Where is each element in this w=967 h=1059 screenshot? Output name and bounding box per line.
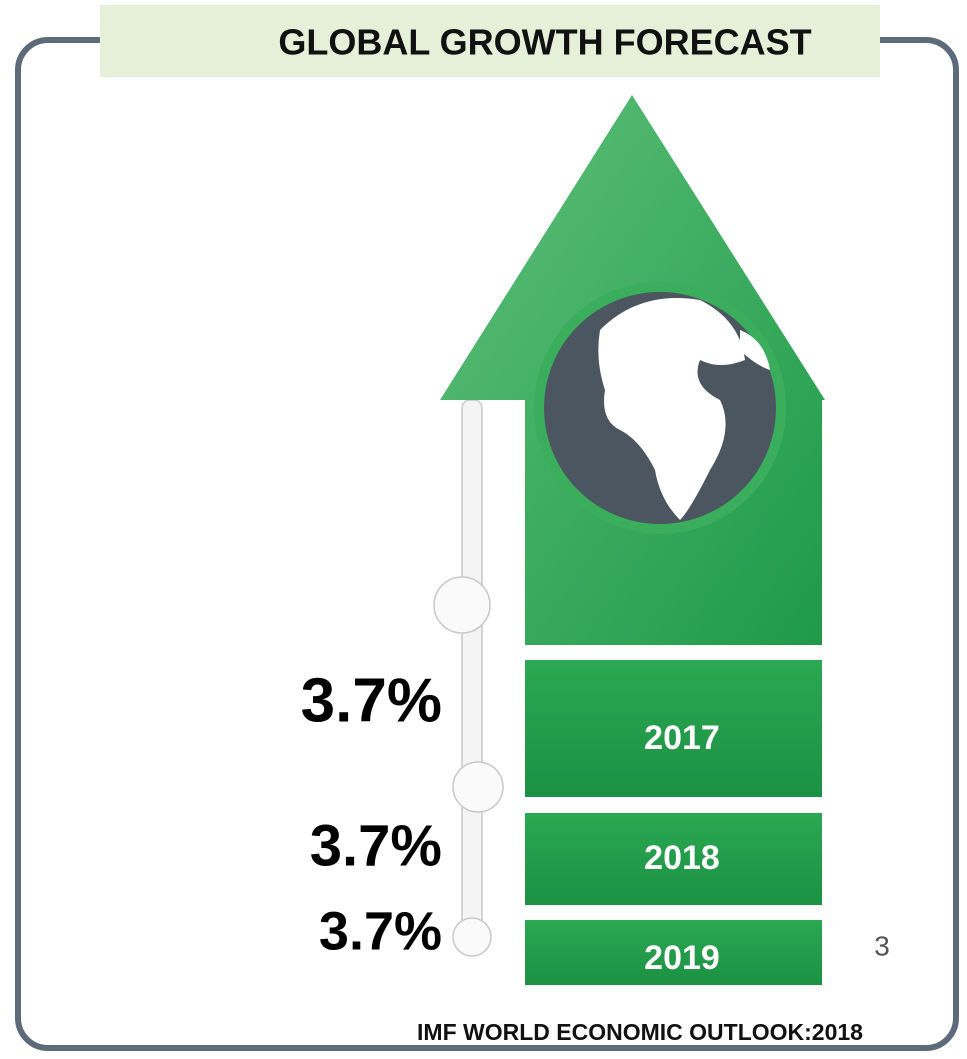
growth-value: 3.7% [319,901,442,961]
year-label: 2019 [644,939,720,977]
timeline-node [433,576,491,634]
timeline-bar [461,399,483,941]
title-box [100,5,880,77]
timeline-node [452,761,504,813]
source: IMF WORLD ECONOMIC OUTLOOK:2018 [417,1019,863,1045]
growth-value: 3.7% [301,666,442,735]
year-block [525,813,822,905]
continent [740,330,770,370]
year-label: 2018 [644,839,720,877]
page-number: 3 [874,930,890,961]
year-block [525,660,822,797]
year-block [525,920,822,985]
continent [598,298,745,520]
timeline-node [452,917,492,957]
year-label: 2017 [644,719,720,757]
title: GLOBAL GROWTH FORECAST [278,22,811,63]
growth-value: 3.7% [310,813,442,878]
